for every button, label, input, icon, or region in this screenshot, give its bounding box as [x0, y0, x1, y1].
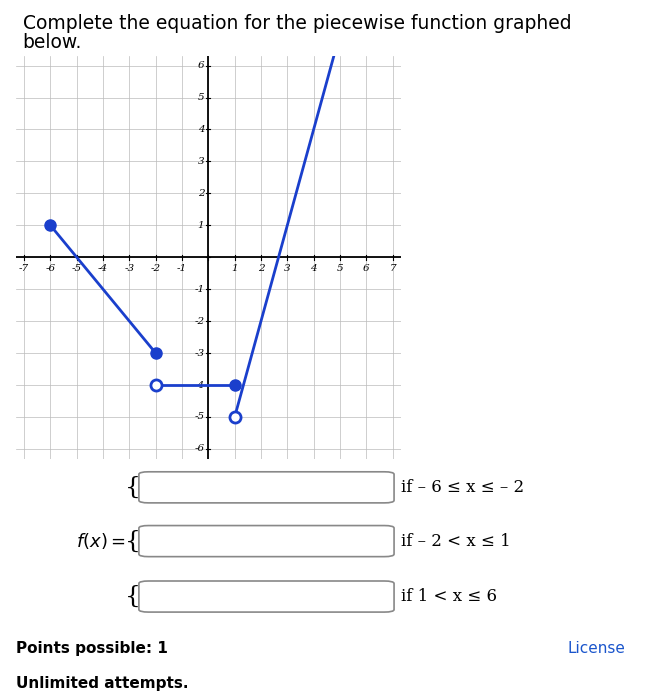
Text: 1: 1 — [231, 265, 238, 273]
Text: below.: below. — [23, 33, 82, 52]
Text: -6: -6 — [194, 444, 204, 454]
Text: {: { — [125, 585, 140, 608]
Text: 5: 5 — [198, 93, 204, 102]
Text: 7: 7 — [390, 265, 396, 273]
Text: {: { — [125, 530, 140, 552]
FancyBboxPatch shape — [139, 581, 394, 612]
Text: Points possible: 1: Points possible: 1 — [16, 641, 168, 656]
Text: -2: -2 — [194, 316, 204, 326]
Text: 4: 4 — [198, 125, 204, 134]
Text: Complete the equation for the piecewise function graphed: Complete the equation for the piecewise … — [23, 14, 571, 33]
Text: Unlimited attempts.: Unlimited attempts. — [16, 676, 189, 691]
Text: $f(x) =$: $f(x) =$ — [76, 531, 126, 551]
Text: -7: -7 — [19, 265, 29, 273]
Text: 2: 2 — [198, 189, 204, 198]
Text: -1: -1 — [177, 265, 187, 273]
Text: 3: 3 — [198, 157, 204, 166]
Text: -4: -4 — [194, 381, 204, 389]
Text: 1: 1 — [198, 220, 204, 230]
Text: 5: 5 — [337, 265, 343, 273]
Text: -6: -6 — [45, 265, 56, 273]
Text: -4: -4 — [98, 265, 108, 273]
FancyBboxPatch shape — [139, 472, 394, 503]
Text: -3: -3 — [124, 265, 134, 273]
Text: 4: 4 — [310, 265, 317, 273]
Text: -5: -5 — [194, 412, 204, 421]
Text: 6: 6 — [363, 265, 370, 273]
Text: {: { — [125, 476, 140, 499]
Text: -3: -3 — [194, 349, 204, 358]
Text: -2: -2 — [151, 265, 161, 273]
Text: -5: -5 — [72, 265, 82, 273]
Text: if 1 < x ≤ 6: if 1 < x ≤ 6 — [401, 588, 497, 605]
Text: 3: 3 — [284, 265, 291, 273]
Text: 6: 6 — [198, 61, 204, 70]
Text: 2: 2 — [258, 265, 264, 273]
Text: License: License — [567, 641, 625, 656]
Text: if – 2 < x ≤ 1: if – 2 < x ≤ 1 — [401, 533, 510, 550]
FancyBboxPatch shape — [139, 526, 394, 557]
Text: if – 6 ≤ x ≤ – 2: if – 6 ≤ x ≤ – 2 — [401, 479, 524, 496]
Text: -1: -1 — [194, 285, 204, 294]
